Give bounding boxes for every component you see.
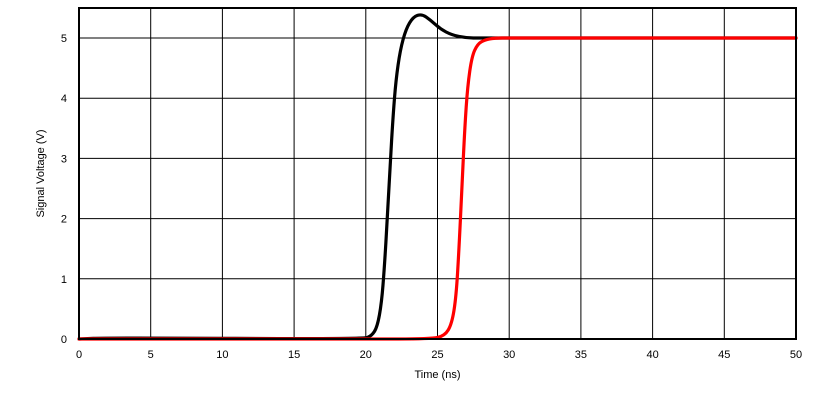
y-axis-label: Signal Voltage (V) xyxy=(35,129,47,217)
x-axis-label: Time (ns) xyxy=(414,369,460,381)
plot-frame xyxy=(78,7,797,340)
y-axis-ticks: 0 1 2 3 4 5 xyxy=(61,33,67,346)
x-tick-label: 20 xyxy=(360,349,372,361)
grid-lines xyxy=(78,8,797,340)
x-tick-label: 30 xyxy=(503,349,515,361)
y-tick-label: 1 xyxy=(61,274,67,286)
y-tick-label: 5 xyxy=(61,33,67,45)
x-tick-label: 5 xyxy=(148,349,154,361)
y-tick-label: 0 xyxy=(61,334,67,346)
x-tick-label: 35 xyxy=(575,349,587,361)
y-tick-label: 2 xyxy=(61,214,67,226)
x-axis-ticks: 0 5 10 15 20 25 30 35 40 45 50 xyxy=(76,349,802,361)
x-tick-label: 40 xyxy=(646,349,658,361)
x-tick-label: 15 xyxy=(288,349,300,361)
x-tick-label: 10 xyxy=(216,349,228,361)
x-tick-label: 50 xyxy=(790,349,802,361)
x-tick-label: 0 xyxy=(76,349,82,361)
x-tick-label: 25 xyxy=(431,349,443,361)
x-tick-label: 45 xyxy=(718,349,730,361)
y-tick-label: 3 xyxy=(61,153,67,165)
y-tick-label: 4 xyxy=(61,93,67,105)
